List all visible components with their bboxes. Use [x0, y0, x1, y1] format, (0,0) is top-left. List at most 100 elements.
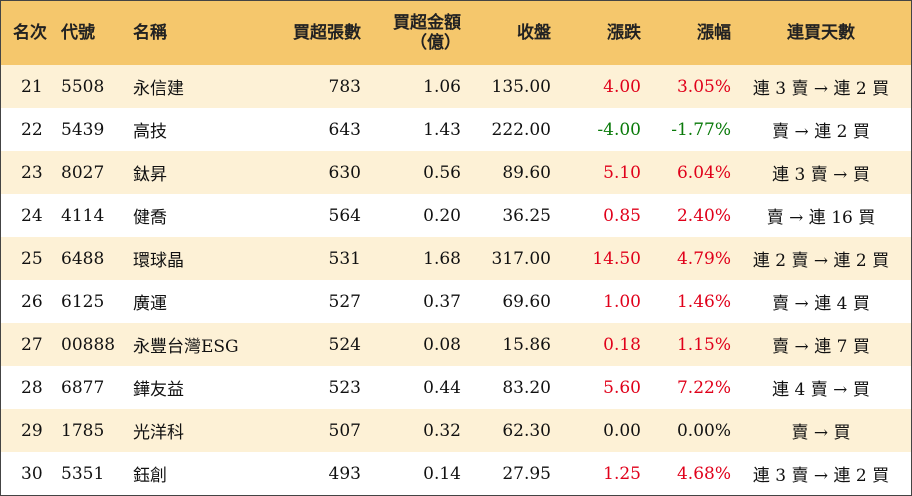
cell-rank: 25 [21, 248, 43, 269]
table-row[interactable]: 24 4114 健喬 564 0.20 36.25 0.85 2.40% 賣 → 連 16 買 [1, 194, 911, 237]
cell-consecutive-days: 賣 → 連 7 買 [772, 337, 870, 357]
cell-net-buy-amount: 1.68 [423, 248, 461, 269]
table-row[interactable]: 22 5439 高技 643 1.43 222.00 -4.00 -1.77% 賣 → 連 2 … [1, 108, 911, 151]
cell-rank: 21 [21, 76, 43, 97]
cell-change-pct: 4.68% [676, 463, 731, 484]
cell-consecutive-days: 連 3 賣 → 連 2 買 [752, 79, 890, 99]
cell-code: 00888 [61, 334, 116, 355]
cell-net-buy-amount: 1.06 [423, 76, 461, 97]
cell-rank: 22 [21, 119, 43, 140]
cell-close: 317.00 [491, 248, 551, 269]
cell-rank: 23 [21, 162, 43, 183]
cell-change-pct: -1.77% [671, 119, 731, 140]
table-row[interactable]: 30 5351 鈺創 493 0.14 27.95 1.25 4.68% 連 3 賣 → 連 2… [1, 452, 911, 495]
cell-change: 1.00 [603, 291, 641, 312]
cell-name: 鈦昇 [133, 165, 167, 185]
cell-net-buy-lots: 524 [328, 334, 361, 355]
header-rank: 名次 [13, 23, 47, 43]
cell-change: 1.25 [603, 463, 641, 484]
cell-rank: 30 [21, 463, 43, 484]
cell-rank: 24 [21, 205, 43, 226]
cell-change: 14.50 [592, 248, 641, 269]
cell-change-pct: 0.00% [676, 420, 731, 441]
cell-net-buy-lots: 527 [328, 291, 361, 312]
table-row[interactable]: 26 6125 廣運 527 0.37 69.60 1.00 1.46% 賣 → 連 4 買 [1, 280, 911, 323]
cell-close: 36.25 [502, 205, 551, 226]
table-body: 21 5508 永信建 783 1.06 135.00 4.00 3.05% 連 3 賣 → 連… [1, 65, 911, 495]
table-row[interactable]: 25 6488 環球晶 531 1.68 317.00 14.50 4.79% 連 2 賣 → … [1, 237, 911, 280]
cell-net-buy-lots: 523 [328, 377, 361, 398]
cell-name: 高技 [133, 122, 167, 142]
cell-name: 廣運 [133, 294, 167, 314]
cell-close: 27.95 [502, 463, 551, 484]
cell-consecutive-days: 連 4 賣 → 買 [772, 380, 870, 400]
cell-change: 0.18 [603, 334, 641, 355]
cell-name: 鏵友益 [133, 380, 184, 400]
cell-net-buy-lots: 783 [328, 76, 361, 97]
cell-code: 4114 [61, 205, 105, 226]
cell-change: 5.10 [603, 162, 641, 183]
header-net-buy-amount-line1: 買超金額 [393, 13, 461, 33]
cell-net-buy-amount: 0.44 [423, 377, 461, 398]
cell-net-buy-amount: 0.14 [423, 463, 461, 484]
cell-rank: 29 [21, 420, 43, 441]
table-row[interactable]: 27 00888 永豐台灣ESG 524 0.08 15.86 0.18 1.15% 賣 → 連… [1, 323, 911, 366]
cell-change: 4.00 [603, 76, 641, 97]
cell-name: 健喬 [133, 208, 167, 228]
cell-close: 15.86 [502, 334, 551, 355]
cell-change-pct: 1.46% [676, 291, 731, 312]
cell-close: 135.00 [491, 76, 551, 97]
cell-net-buy-amount: 0.37 [423, 291, 461, 312]
cell-change-pct: 4.79% [676, 248, 731, 269]
cell-code: 6125 [61, 291, 105, 312]
cell-rank: 26 [21, 291, 43, 312]
cell-net-buy-amount: 0.08 [423, 334, 461, 355]
cell-close: 89.60 [502, 162, 551, 183]
cell-code: 6877 [61, 377, 105, 398]
cell-code: 1785 [61, 420, 105, 441]
cell-net-buy-lots: 564 [328, 205, 361, 226]
header-close: 收盤 [517, 23, 551, 43]
cell-code: 5508 [61, 76, 105, 97]
header-change: 漲跌 [607, 23, 641, 43]
header-name: 名稱 [133, 23, 167, 43]
table-row[interactable]: 28 6877 鏵友益 523 0.44 83.20 5.60 7.22% 連 4 賣 → 買 [1, 366, 911, 409]
cell-consecutive-days: 賣 → 買 [791, 423, 851, 443]
cell-code: 5351 [61, 463, 105, 484]
header-row: 名次 代號 名稱 買超張數 買超金額 （億） 收盤 漲跌 漲幅 連買天數 [1, 1, 911, 65]
header-change-pct: 漲幅 [697, 23, 731, 43]
cell-net-buy-lots: 493 [328, 463, 361, 484]
cell-close: 69.60 [502, 291, 551, 312]
header-consecutive-days: 連買天數 [787, 23, 855, 43]
cell-net-buy-amount: 1.43 [423, 119, 461, 140]
table-row[interactable]: 23 8027 鈦昇 630 0.56 89.60 5.10 6.04% 連 3 賣 → 買 [1, 151, 911, 194]
cell-consecutive-days: 連 2 賣 → 連 2 買 [752, 251, 890, 271]
cell-net-buy-lots: 630 [328, 162, 361, 183]
table-row[interactable]: 21 5508 永信建 783 1.06 135.00 4.00 3.05% 連 3 賣 → 連… [1, 65, 911, 108]
cell-change: 0.00 [603, 420, 641, 441]
cell-net-buy-amount: 0.20 [423, 205, 461, 226]
cell-change-pct: 3.05% [676, 76, 731, 97]
cell-change-pct: 7.22% [676, 377, 731, 398]
cell-change-pct: 1.15% [676, 334, 731, 355]
cell-net-buy-lots: 507 [328, 420, 361, 441]
cell-consecutive-days: 連 3 賣 → 連 2 買 [752, 466, 890, 486]
cell-code: 8027 [61, 162, 105, 183]
cell-consecutive-days: 賣 → 連 4 買 [772, 294, 870, 314]
table-row[interactable]: 29 1785 光洋科 507 0.32 62.30 0.00 0.00% 賣 → 買 [1, 409, 911, 452]
cell-net-buy-lots: 531 [328, 248, 361, 269]
cell-change: -4.00 [597, 119, 641, 140]
cell-change: 0.85 [603, 205, 641, 226]
cell-code: 6488 [61, 248, 105, 269]
cell-name: 光洋科 [133, 423, 184, 443]
cell-consecutive-days: 賣 → 連 16 買 [766, 208, 876, 228]
header-net-buy-amount-line2: （億） [410, 33, 461, 53]
cell-rank: 28 [21, 377, 43, 398]
header-net-buy-amount: 買超金額 （億） [361, 1, 461, 65]
cell-net-buy-amount: 0.56 [423, 162, 461, 183]
cell-close: 83.20 [502, 377, 551, 398]
cell-consecutive-days: 連 3 賣 → 買 [772, 165, 870, 185]
cell-name: 永信建 [133, 79, 184, 99]
